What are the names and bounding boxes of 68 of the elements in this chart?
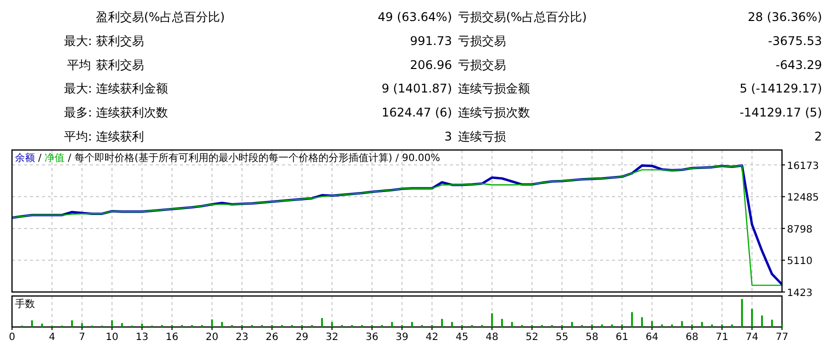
text: 连续亏损金额 [458, 82, 530, 96]
chart-title: 手数 [15, 298, 35, 310]
x-tick-label: 26 [266, 332, 278, 343]
x-tick-label: 29 [296, 332, 308, 343]
x-tick-label: 42 [426, 332, 438, 343]
text: 亏损交易 [458, 58, 506, 72]
x-tick-label: 10 [106, 332, 118, 343]
text: 991.73 [410, 34, 452, 48]
x-tick-label: 7 [78, 332, 86, 343]
text: 获利交易 [96, 34, 144, 48]
text: 亏损交易(%占总百分比) [458, 10, 587, 24]
text: 28 (36.36%) [748, 10, 822, 24]
x-tick-label: 23 [236, 332, 248, 343]
text: 连续获利 [96, 130, 144, 144]
x-tick-label: 13 [136, 332, 148, 343]
text: 49 (63.64%) [378, 10, 452, 24]
x-tick-label: 55 [556, 332, 568, 343]
text: 1624.47 (6) [382, 106, 452, 120]
y-tick-label: 5110 [787, 256, 812, 268]
text: 净值 [44, 152, 65, 164]
x-tick-label: 64 [646, 332, 658, 343]
category-label: 最大 [64, 82, 88, 96]
text: 亏损交易 [458, 34, 506, 48]
category-label: 最多 [64, 106, 88, 120]
x-tick-label: 0 [8, 332, 16, 343]
text: -14129.17 (5) [740, 106, 822, 120]
x-tick-label: 32 [326, 332, 338, 343]
x-tick-label: 45 [456, 332, 468, 343]
x-tick-label: 4 [48, 332, 56, 343]
x-tick-label: 77 [776, 332, 788, 343]
text: 连续获利金额 [96, 82, 168, 96]
text: : [88, 106, 92, 120]
x-tick-label: 36 [366, 332, 378, 343]
x-tick-label: 48 [486, 332, 498, 343]
x-tick-label: 39 [396, 332, 408, 343]
x-tick-label: 52 [526, 332, 538, 343]
text: 206.96 [410, 58, 452, 72]
x-tick-label: 68 [686, 332, 698, 343]
text: 9 (1401.87) [382, 82, 452, 96]
category-label: 最大 [64, 34, 88, 48]
y-tick-label: 1423 [787, 288, 812, 299]
text: : [88, 82, 92, 96]
text: 余额 [15, 152, 35, 164]
text: 获利交易 [96, 58, 144, 72]
text: 5 (-14129.17) [740, 82, 822, 96]
x-tick-label: 61 [616, 332, 628, 343]
text: : [88, 130, 92, 144]
text: 连续亏损次数 [458, 106, 530, 120]
category-label: 平均 [64, 130, 88, 144]
annotation: / [35, 153, 45, 164]
category-label: 平均 [67, 58, 91, 72]
x-tick-label: 71 [716, 332, 728, 343]
x-tick-label: 16 [166, 332, 178, 343]
text: 2 [814, 130, 822, 144]
x-tick-label: 58 [586, 332, 598, 343]
text: -643.29 [776, 58, 822, 72]
chart-title: / 每个即时价格(基于所有可利用的最小时段的每一个价格的分形插值计算) / 90.00% [64, 152, 440, 164]
y-tick-label: 16173 [787, 160, 819, 172]
y-tick-label: 8798 [787, 224, 812, 236]
text: 盈利交易(%占总百分比) [96, 10, 225, 24]
y-tick-label: 12485 [787, 192, 819, 204]
text: -3675.53 [768, 34, 822, 48]
text: 连续亏损 [458, 130, 506, 144]
text: : [88, 34, 92, 48]
x-tick-label: 20 [206, 332, 218, 343]
text: 3 [444, 130, 452, 144]
x-tick-label: 74 [746, 332, 758, 343]
text: 连续获利次数 [96, 106, 168, 120]
